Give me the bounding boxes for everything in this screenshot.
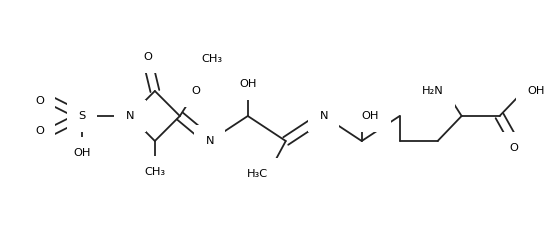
- Text: H₂N: H₂N: [422, 86, 444, 96]
- Text: OH: OH: [527, 86, 545, 96]
- Text: O: O: [144, 52, 152, 62]
- Text: OH: OH: [239, 79, 256, 89]
- Text: O: O: [191, 86, 200, 96]
- Text: CH₃: CH₃: [201, 54, 222, 64]
- Text: N: N: [320, 111, 328, 121]
- Text: OH: OH: [362, 111, 379, 121]
- Text: S: S: [78, 111, 86, 121]
- Text: CH₃: CH₃: [144, 167, 166, 177]
- Text: N: N: [206, 136, 214, 146]
- Text: OH: OH: [73, 148, 91, 158]
- Text: O: O: [509, 143, 518, 153]
- Text: N: N: [125, 111, 134, 121]
- Text: O: O: [35, 96, 44, 106]
- Text: O: O: [35, 126, 44, 136]
- Text: H₃C: H₃C: [246, 169, 268, 179]
